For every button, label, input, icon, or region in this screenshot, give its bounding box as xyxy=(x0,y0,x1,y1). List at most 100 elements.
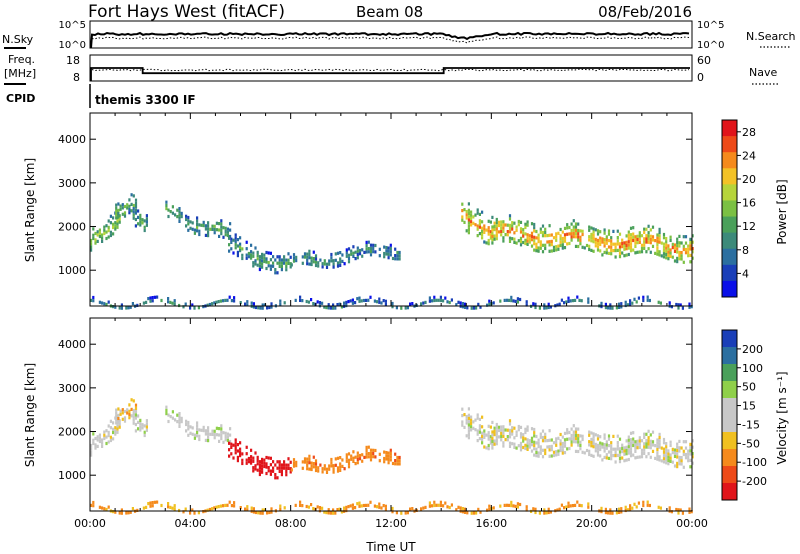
range-cell xyxy=(220,219,223,223)
range-cell xyxy=(500,230,503,234)
range-cell xyxy=(292,256,296,260)
range-cell xyxy=(310,298,313,302)
range-cell xyxy=(109,426,112,430)
range-cell xyxy=(289,460,292,464)
range-cell xyxy=(590,431,593,435)
colorbar-tick-label: 28 xyxy=(742,126,756,139)
range-cell xyxy=(336,508,339,512)
range-cell xyxy=(266,511,269,515)
range-cell xyxy=(261,303,264,307)
range-cell xyxy=(239,454,242,458)
range-cell xyxy=(508,236,512,240)
range-cell xyxy=(130,414,133,418)
range-cell xyxy=(682,465,685,469)
range-cell xyxy=(649,442,652,447)
range-cell xyxy=(350,252,353,256)
range-cell xyxy=(369,458,373,462)
range-cell xyxy=(534,302,537,306)
range-cell xyxy=(207,234,210,238)
range-cell xyxy=(217,300,220,304)
range-cell xyxy=(555,232,558,236)
range-cell xyxy=(310,467,313,472)
range-cell xyxy=(246,508,249,512)
range-cell xyxy=(145,428,148,432)
range-cell xyxy=(306,457,309,461)
range-cell xyxy=(280,463,283,467)
range-cell xyxy=(563,506,566,510)
range-cell xyxy=(603,446,606,450)
range-cell xyxy=(276,261,279,265)
range-cell xyxy=(385,454,388,458)
range-cell xyxy=(565,505,568,509)
range-cell xyxy=(198,229,201,233)
range-cell xyxy=(642,298,645,303)
range-cell xyxy=(207,435,210,439)
range-cell xyxy=(222,504,225,508)
range-cell xyxy=(511,237,514,241)
range-cell xyxy=(191,508,194,512)
range-cell xyxy=(596,447,600,451)
range-cell xyxy=(577,427,580,431)
range-cell xyxy=(646,503,649,507)
nsky-frame xyxy=(89,20,693,49)
range-cell xyxy=(234,246,237,250)
range-cell xyxy=(570,238,573,242)
range-cell xyxy=(278,258,281,262)
range-cell xyxy=(539,227,542,231)
range-cell xyxy=(406,511,409,515)
range-cell xyxy=(662,245,666,249)
range-cell xyxy=(261,256,264,260)
range-cell xyxy=(467,432,470,437)
range-cell xyxy=(491,215,494,219)
range-cell xyxy=(603,443,606,447)
range-cell xyxy=(116,427,119,431)
range-cell xyxy=(336,261,340,265)
range-cell xyxy=(600,506,603,510)
range-cell xyxy=(541,230,545,235)
range-cell xyxy=(604,507,607,511)
cpid-label: CPID xyxy=(6,92,35,105)
range-cell xyxy=(261,262,264,266)
range-cell xyxy=(198,428,201,432)
range-cell xyxy=(643,230,646,234)
range-cell xyxy=(145,425,148,429)
range-cell xyxy=(643,246,646,250)
range-cell xyxy=(352,254,355,258)
range-cell xyxy=(594,446,597,450)
range-cell xyxy=(115,206,118,210)
range-cell xyxy=(643,451,646,455)
range-cell xyxy=(500,435,503,439)
range-cell xyxy=(579,443,582,448)
range-cell xyxy=(651,430,655,434)
range-cell xyxy=(544,432,547,436)
range-cell xyxy=(184,302,187,306)
range-cell xyxy=(334,457,337,461)
range-cell xyxy=(467,429,470,433)
range-cell xyxy=(267,466,270,470)
range-cell xyxy=(534,305,537,310)
range-cell xyxy=(623,452,626,456)
range-cell xyxy=(483,224,486,228)
range-cell xyxy=(202,224,205,228)
range-cell xyxy=(261,457,264,461)
range-cell xyxy=(467,215,470,219)
range-cell xyxy=(139,217,142,221)
range-cell xyxy=(512,504,515,508)
range-cell xyxy=(442,504,445,508)
range-cell xyxy=(341,464,344,468)
range-cell xyxy=(687,455,690,460)
colorbar-swatch xyxy=(722,364,737,382)
range-cell xyxy=(347,247,351,251)
range-cell xyxy=(535,441,538,445)
range-cell xyxy=(209,432,212,436)
range-cell xyxy=(645,445,648,449)
range-cell xyxy=(592,454,595,458)
range-cell xyxy=(577,433,580,438)
range-cell xyxy=(506,233,509,237)
nave-tick-top: 60 xyxy=(697,54,711,67)
range-cell xyxy=(126,203,129,207)
range-cell xyxy=(616,236,619,240)
range-cell xyxy=(656,239,659,243)
range-cell xyxy=(559,237,562,241)
range-cell xyxy=(629,444,633,448)
